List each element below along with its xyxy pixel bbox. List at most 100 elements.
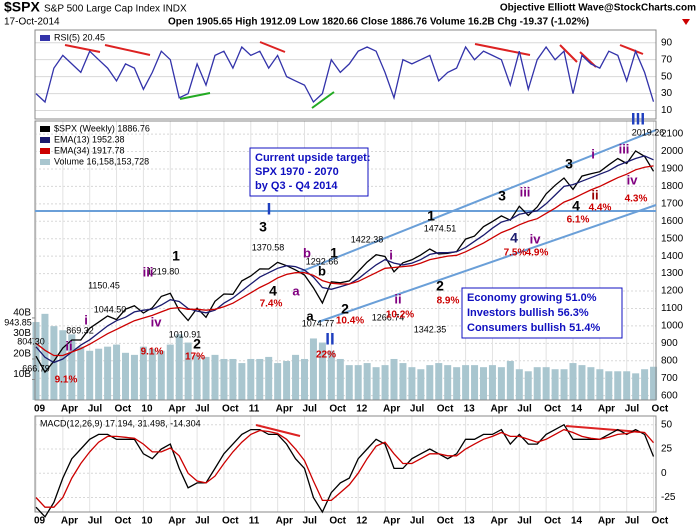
annotation: iii: [520, 184, 531, 199]
x-tick-label: 12: [356, 516, 368, 527]
volume-bar: [86, 350, 94, 400]
volume-bar: [301, 358, 308, 400]
volume-bar: [363, 363, 371, 400]
y-tick-label: 1800: [661, 181, 684, 192]
volume-bar: [596, 369, 604, 400]
annotation: 1074.77: [302, 318, 335, 328]
y2-tick-label: 10B: [13, 369, 31, 380]
x-tick-label: Apr: [168, 516, 185, 527]
y-tick-label: 1200: [661, 286, 684, 297]
annotation: 1010.91: [169, 329, 202, 339]
annotation: 869.32: [66, 325, 94, 335]
annotation: iv: [627, 172, 639, 187]
trendline: [255, 424, 301, 437]
annotation: iv: [151, 314, 163, 329]
annotation: iv: [530, 231, 542, 246]
down-arrow: [682, 19, 690, 25]
volume-bar: [650, 366, 658, 400]
x-tick-label: Jul: [410, 404, 425, 415]
date: 17-Oct-2014: [4, 17, 60, 28]
y-tick-label: 700: [661, 373, 678, 384]
y-tick-label: 1100: [661, 303, 683, 314]
volume-bar: [578, 365, 586, 400]
volume-bar: [274, 363, 282, 400]
x-tick-label: Jul: [625, 404, 640, 415]
symbol: $SPX: [4, 0, 40, 15]
price-frame: [34, 120, 657, 401]
x-tick-label: 09: [34, 516, 46, 527]
annotation: 1266.74: [372, 312, 405, 322]
annotation: i: [84, 312, 88, 327]
volume-bar: [77, 346, 85, 400]
annotation: 10.2%: [386, 310, 414, 321]
volume-bar: [283, 361, 291, 400]
y-tick-label: 800: [661, 355, 678, 366]
series-line: [35, 423, 655, 518]
annotation: 8.9%: [437, 296, 460, 307]
annotation: iii: [143, 264, 154, 279]
volume-bar: [471, 365, 479, 400]
volume-bar: [148, 348, 156, 400]
annotation: b: [303, 245, 311, 260]
annotation: 1474.51: [424, 223, 457, 233]
trendline: [179, 92, 211, 100]
y-tick-label: 90: [661, 37, 673, 48]
x-tick-label: Oct: [437, 516, 454, 527]
y-tick-label: 1500: [661, 233, 684, 244]
support-trendlines: [179, 91, 335, 109]
volume-bar: [184, 342, 192, 400]
volume-bar: [453, 367, 461, 400]
note: Investors bullish 56.3%: [467, 307, 589, 319]
annotation: 2019.26: [632, 127, 665, 137]
volume-bar: [623, 371, 631, 400]
legend-swatch: [40, 137, 50, 143]
annotation: 3: [565, 156, 573, 172]
x-tick-label: Jul: [88, 516, 103, 527]
volume-bar: [211, 354, 219, 400]
x-tick-label: Apr: [61, 516, 78, 527]
x-tick-label: 14: [571, 404, 583, 415]
x-tick-label: 13: [464, 404, 476, 415]
annotation: 943.85: [4, 317, 32, 327]
x-tick-label: Jul: [195, 404, 210, 415]
annotation: 7.5%: [504, 248, 527, 259]
series-line: [35, 45, 655, 104]
volume-bar: [426, 365, 434, 400]
annotation: 2: [341, 301, 349, 317]
volume-bar: [399, 363, 407, 400]
x-tick-label: Apr: [276, 404, 293, 415]
y-tick-label: 2000: [661, 146, 684, 157]
volume-bar: [569, 363, 577, 400]
trendline: [565, 425, 641, 433]
series-line: [35, 150, 655, 374]
annotation: I: [267, 199, 272, 218]
volume-bar: [95, 348, 103, 400]
volume-bar: [506, 361, 514, 400]
x-tick-label: Apr: [276, 516, 293, 527]
annotation: 4: [269, 283, 277, 299]
x-tick-label: 13: [464, 516, 476, 527]
legend-swatch: [40, 35, 50, 41]
trendline: [559, 44, 578, 63]
trendline: [311, 91, 335, 109]
annotation: 4.4%: [589, 203, 612, 214]
x-tick-label: Oct: [544, 404, 561, 415]
y-tick-label: 1700: [661, 198, 684, 209]
x-tick-label: Oct: [329, 516, 346, 527]
rsi-frame: [34, 29, 657, 120]
volume-bar: [113, 344, 121, 400]
annotation: 1342.35: [414, 324, 447, 334]
volume-bar: [59, 330, 67, 400]
volume-bar: [327, 350, 335, 400]
volume-bar: [444, 365, 452, 400]
x-tick-label: Apr: [490, 404, 507, 415]
x-tick-label: Apr: [383, 404, 400, 415]
annotation: 3: [498, 188, 506, 204]
x-tick-label: Oct: [544, 516, 561, 527]
annotation: 1219.80: [147, 266, 180, 276]
annotation: III: [631, 109, 645, 128]
y-tick-label: 1000: [661, 321, 684, 332]
legend-swatch: [40, 126, 50, 132]
x-tick-label: 14: [571, 516, 583, 527]
